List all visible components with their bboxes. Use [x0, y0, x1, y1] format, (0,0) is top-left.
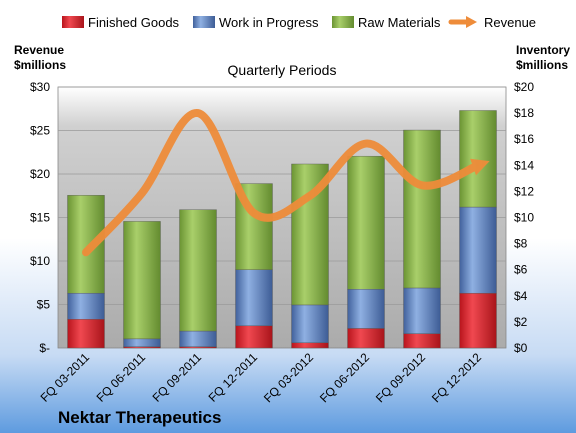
- bar-raw-materials: [403, 129, 441, 289]
- legend-label-revenue: Revenue: [484, 15, 536, 30]
- revenue-point: [141, 192, 143, 194]
- legend-swatch-finished-goods: [62, 16, 84, 28]
- bar-finished-goods: [67, 319, 105, 349]
- legend-swatch-raw-materials: [332, 16, 354, 28]
- left-tick-label: $10: [30, 254, 50, 268]
- right-tick-label: $12: [514, 184, 534, 198]
- chart-title: Quarterly Periods: [228, 62, 337, 78]
- revenue-point: [365, 143, 367, 145]
- bar-raw-materials: [459, 110, 497, 208]
- legend-label-finished-goods: Finished Goods: [88, 15, 180, 30]
- revenue-point: [309, 195, 311, 197]
- legend-arrow-revenue: [466, 16, 477, 28]
- bar-work-in-progress: [235, 269, 273, 327]
- bar-work-in-progress: [403, 287, 441, 334]
- right-axis-ticks: $0 $2 $4 $6 $8 $10 $12 $14 $16 $18 $20: [514, 80, 534, 355]
- left-axis-title-line2: $millions: [14, 58, 66, 72]
- revenue-point: [477, 164, 479, 166]
- bar-work-in-progress: [347, 289, 385, 329]
- right-tick-label: $10: [514, 211, 534, 225]
- revenue-line: [82, 109, 490, 257]
- right-tick-label: $18: [514, 106, 534, 120]
- company-name: Nektar Therapeutics: [58, 408, 221, 427]
- left-axis-title-line1: Revenue: [14, 43, 64, 57]
- bar-finished-goods: [459, 292, 497, 349]
- right-tick-label: $20: [514, 80, 534, 94]
- right-tick-label: $0: [514, 341, 528, 355]
- bar-finished-goods: [235, 325, 273, 349]
- bar-work-in-progress: [123, 338, 161, 347]
- legend-label-work-in-progress: Work in Progress: [219, 15, 319, 30]
- right-tick-label: $2: [514, 315, 528, 329]
- legend-label-raw-materials: Raw Materials: [358, 15, 441, 30]
- left-tick-label: $-: [39, 341, 50, 355]
- right-axis-title-line1: Inventory: [516, 43, 570, 57]
- left-tick-label: $5: [37, 298, 51, 312]
- bar-work-in-progress: [291, 304, 329, 343]
- legend-swatch-work-in-progress: [193, 16, 215, 28]
- revenue-point: [253, 212, 255, 214]
- right-tick-label: $6: [514, 263, 528, 277]
- bar-finished-goods: [291, 342, 329, 349]
- revenue-point: [197, 112, 199, 114]
- bar-raw-materials: [179, 209, 217, 332]
- right-tick-label: $4: [514, 289, 528, 303]
- revenue-line-group: [82, 109, 490, 257]
- left-tick-label: $25: [30, 124, 50, 138]
- bar-finished-goods: [403, 333, 441, 349]
- left-tick-label: $30: [30, 80, 50, 94]
- left-tick-label: $20: [30, 167, 50, 181]
- left-axis-ticks: $- $5 $10 $15 $20 $25 $30: [30, 80, 50, 355]
- revenue-point: [85, 251, 87, 253]
- bar-raw-materials: [123, 221, 161, 340]
- bar-work-in-progress: [179, 330, 217, 347]
- legend: Finished Goods Work in Progress Raw Mate…: [62, 15, 536, 30]
- right-axis-title-line2: $millions: [516, 58, 568, 72]
- bar-work-in-progress: [67, 292, 105, 320]
- right-tick-label: $14: [514, 158, 534, 172]
- bar-work-in-progress: [459, 206, 497, 294]
- right-tick-label: $16: [514, 132, 534, 146]
- bars: [67, 110, 497, 349]
- bar-finished-goods: [347, 328, 385, 349]
- right-tick-label: $8: [514, 237, 528, 251]
- bar-raw-materials: [347, 155, 385, 290]
- revenue-point: [421, 184, 423, 186]
- left-tick-label: $15: [30, 211, 50, 225]
